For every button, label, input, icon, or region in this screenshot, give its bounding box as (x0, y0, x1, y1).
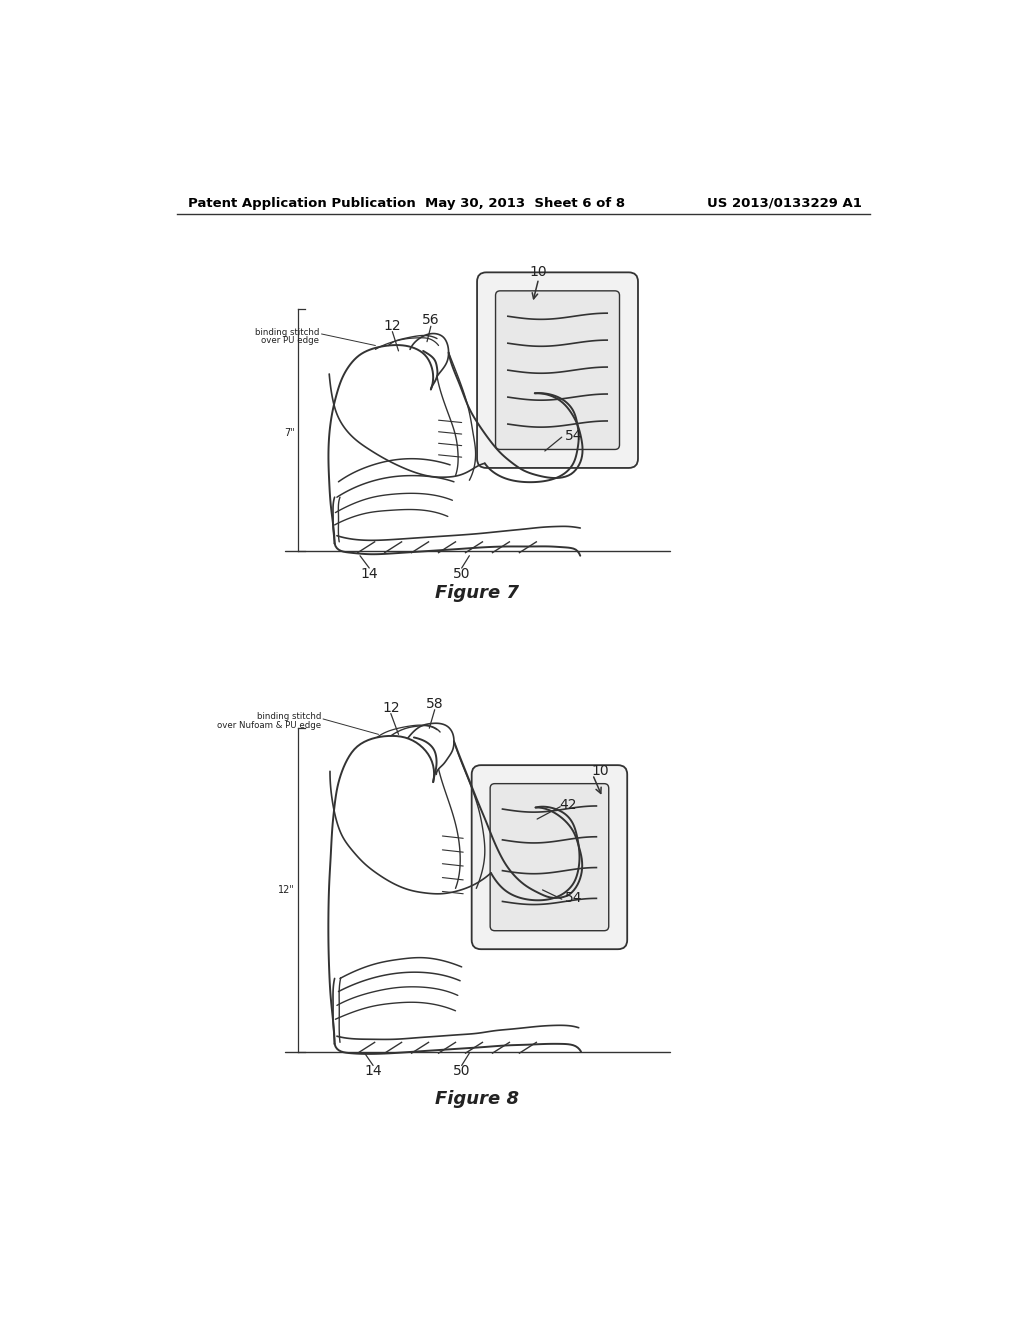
Text: 56: 56 (422, 313, 439, 327)
Text: 50: 50 (453, 568, 470, 581)
Text: 14: 14 (360, 568, 378, 581)
Text: 50: 50 (453, 1064, 470, 1078)
FancyBboxPatch shape (490, 784, 608, 931)
Text: 14: 14 (365, 1064, 382, 1078)
FancyBboxPatch shape (472, 766, 628, 949)
Text: Figure 7: Figure 7 (435, 585, 519, 602)
Text: over PU edge: over PU edge (261, 335, 319, 345)
Text: 42: 42 (559, 799, 577, 812)
Text: binding stitchd: binding stitchd (257, 713, 322, 721)
Text: 58: 58 (426, 697, 443, 710)
Text: 54: 54 (564, 429, 582, 442)
Text: May 30, 2013  Sheet 6 of 8: May 30, 2013 Sheet 6 of 8 (425, 197, 625, 210)
Text: 10: 10 (592, 764, 609, 779)
FancyBboxPatch shape (496, 290, 620, 449)
FancyBboxPatch shape (477, 272, 638, 469)
Text: US 2013/0133229 A1: US 2013/0133229 A1 (708, 197, 862, 210)
Text: 10: 10 (529, 265, 548, 280)
Text: binding stitchd: binding stitchd (255, 327, 319, 337)
Text: Figure 8: Figure 8 (435, 1090, 519, 1109)
Text: 12: 12 (382, 701, 399, 715)
Text: over Nufoam & PU edge: over Nufoam & PU edge (217, 721, 322, 730)
Text: Patent Application Publication: Patent Application Publication (188, 197, 416, 210)
Text: 12": 12" (278, 884, 295, 895)
Text: 12: 12 (384, 319, 401, 333)
Text: 7": 7" (284, 428, 295, 438)
Text: 54: 54 (564, 891, 582, 904)
